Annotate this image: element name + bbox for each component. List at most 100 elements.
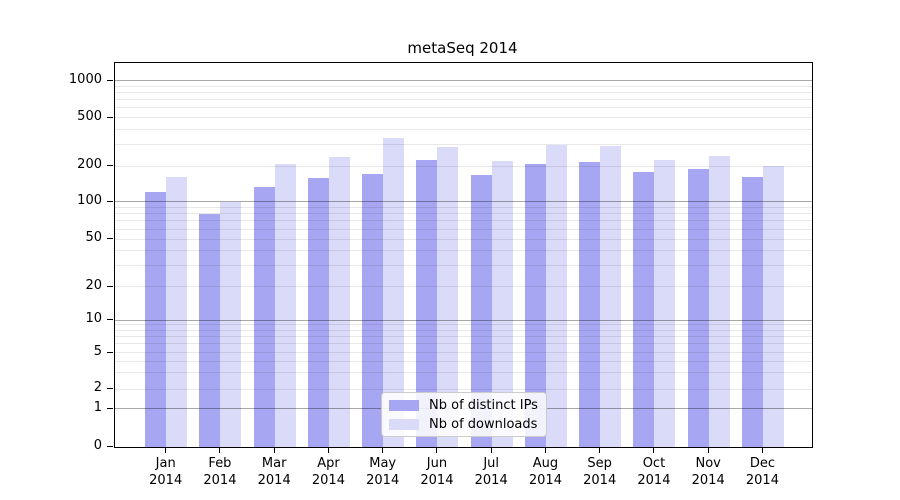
gridline-minor [115,250,812,252]
x-tick-mark [761,448,763,453]
y-tick-label: 20 [85,277,102,293]
y-tick-label: 0 [93,438,102,453]
bar-downloads-sep [600,146,622,447]
bar-downloads-jan [166,176,188,447]
x-tick-mark [165,448,167,453]
x-tick-mark [382,448,384,453]
x-tick-mark [436,448,438,453]
bar-downloads-nov [708,155,730,447]
y-tick-mark [107,407,113,409]
x-tick-mark [544,448,546,453]
bar-distinct-ips-jun [416,160,438,447]
gridline-minor [115,206,812,208]
x-tick-mark [327,448,329,453]
gridline-minor [115,213,812,215]
bar-distinct-ips-aug [524,164,546,447]
y-tick-mark [107,238,113,239]
y-tick-mark [107,351,113,353]
bar-distinct-ips-mar [253,186,275,447]
bar-downloads-apr [328,157,350,447]
legend-label-downloads: Nb of downloads [429,416,538,432]
gridline-minor [115,128,812,130]
y-tick-label: 500 [77,108,102,124]
x-tick-mark [653,448,655,453]
bar-distinct-ips-feb [199,213,221,447]
x-tick-label: Mar 2014 [257,456,291,488]
y-tick-mark [107,116,113,118]
plot-area: Nb of distinct IPs Nb of downloads [114,62,813,448]
gridline-minor [115,324,812,326]
gridline-decade [115,80,812,81]
gridline-minor [115,91,812,93]
x-tick-label: Jun 2014 [420,456,454,488]
chart-title: metaSeq 2014 [407,39,518,57]
bar-downloads-may [383,138,405,447]
gridline-minor [115,107,812,109]
gridline-decade [115,319,812,321]
gridline-decade [115,201,812,202]
gridline-minor [115,228,812,230]
y-tick-label: 2 [93,380,102,395]
bar-downloads-dec [762,166,784,447]
x-tick-mark [273,448,275,453]
x-tick-label: Dec 2014 [745,456,779,488]
bar-distinct-ips-jan [145,192,167,447]
legend-item-downloads: Nb of downloads [382,417,546,432]
bar-downloads-oct [654,160,676,447]
legend: Nb of distinct IPs Nb of downloads [381,392,547,437]
y-tick-mark [107,200,113,202]
x-tick-mark [219,448,221,453]
gridline-minor [115,329,812,331]
y-tick-label: 200 [77,157,102,173]
y-tick-label: 10 [85,311,102,326]
gridline-minor [115,99,812,101]
legend-item-distinct-ips: Nb of distinct IPs [382,398,546,413]
legend-swatch-downloads [389,418,419,430]
gridline-minor [115,286,812,287]
gridline-minor [115,117,812,118]
bar-distinct-ips-dec [741,177,763,447]
y-tick-mark [107,165,113,167]
gridline-minor [115,352,812,353]
bar-downloads-feb [220,201,242,447]
y-tick-mark [107,388,113,389]
x-tick-label: Apr 2014 [311,456,345,488]
bar-distinct-ips-jul [470,175,492,447]
x-tick-label: Jan 2014 [149,456,183,488]
x-tick-mark [707,448,709,453]
gridline-minor [115,388,812,390]
x-tick-mark [599,448,601,453]
y-tick-label: 1000 [68,71,102,87]
y-tick-label: 1 [93,399,102,415]
x-tick-label: May 2014 [366,456,400,488]
gridline-minor [115,220,812,222]
gridline-minor [115,165,812,167]
bar-distinct-ips-nov [687,168,709,447]
gridline-minor [115,336,812,338]
bar-distinct-ips-sep [579,162,601,447]
x-tick-label: Jul 2014 [474,456,508,488]
y-tick-label: 100 [77,192,102,208]
x-tick-mark [490,448,492,453]
bar-distinct-ips-apr [307,178,329,447]
y-tick-mark [107,446,113,447]
y-tick-mark [107,285,113,287]
y-tick-label: 5 [93,343,102,359]
gridline-minor [115,85,812,87]
y-tick-label: 50 [85,230,102,245]
bar-downloads-aug [545,144,567,447]
legend-swatch-distinct-ips [389,399,419,411]
bar-downloads-jun [437,146,459,447]
gridline-minor [115,372,812,374]
x-tick-label: Feb 2014 [203,456,237,488]
gridline-minor [115,264,812,266]
bar-distinct-ips-may [362,174,384,447]
legend-label-distinct-ips: Nb of distinct IPs [429,397,538,413]
gridline-minor [115,144,812,146]
y-tick-mark [107,79,113,81]
bar-downloads-mar [274,164,296,447]
x-tick-label: Nov 2014 [691,456,725,488]
x-tick-label: Aug 2014 [528,456,562,488]
x-tick-label: Sep 2014 [583,456,617,488]
